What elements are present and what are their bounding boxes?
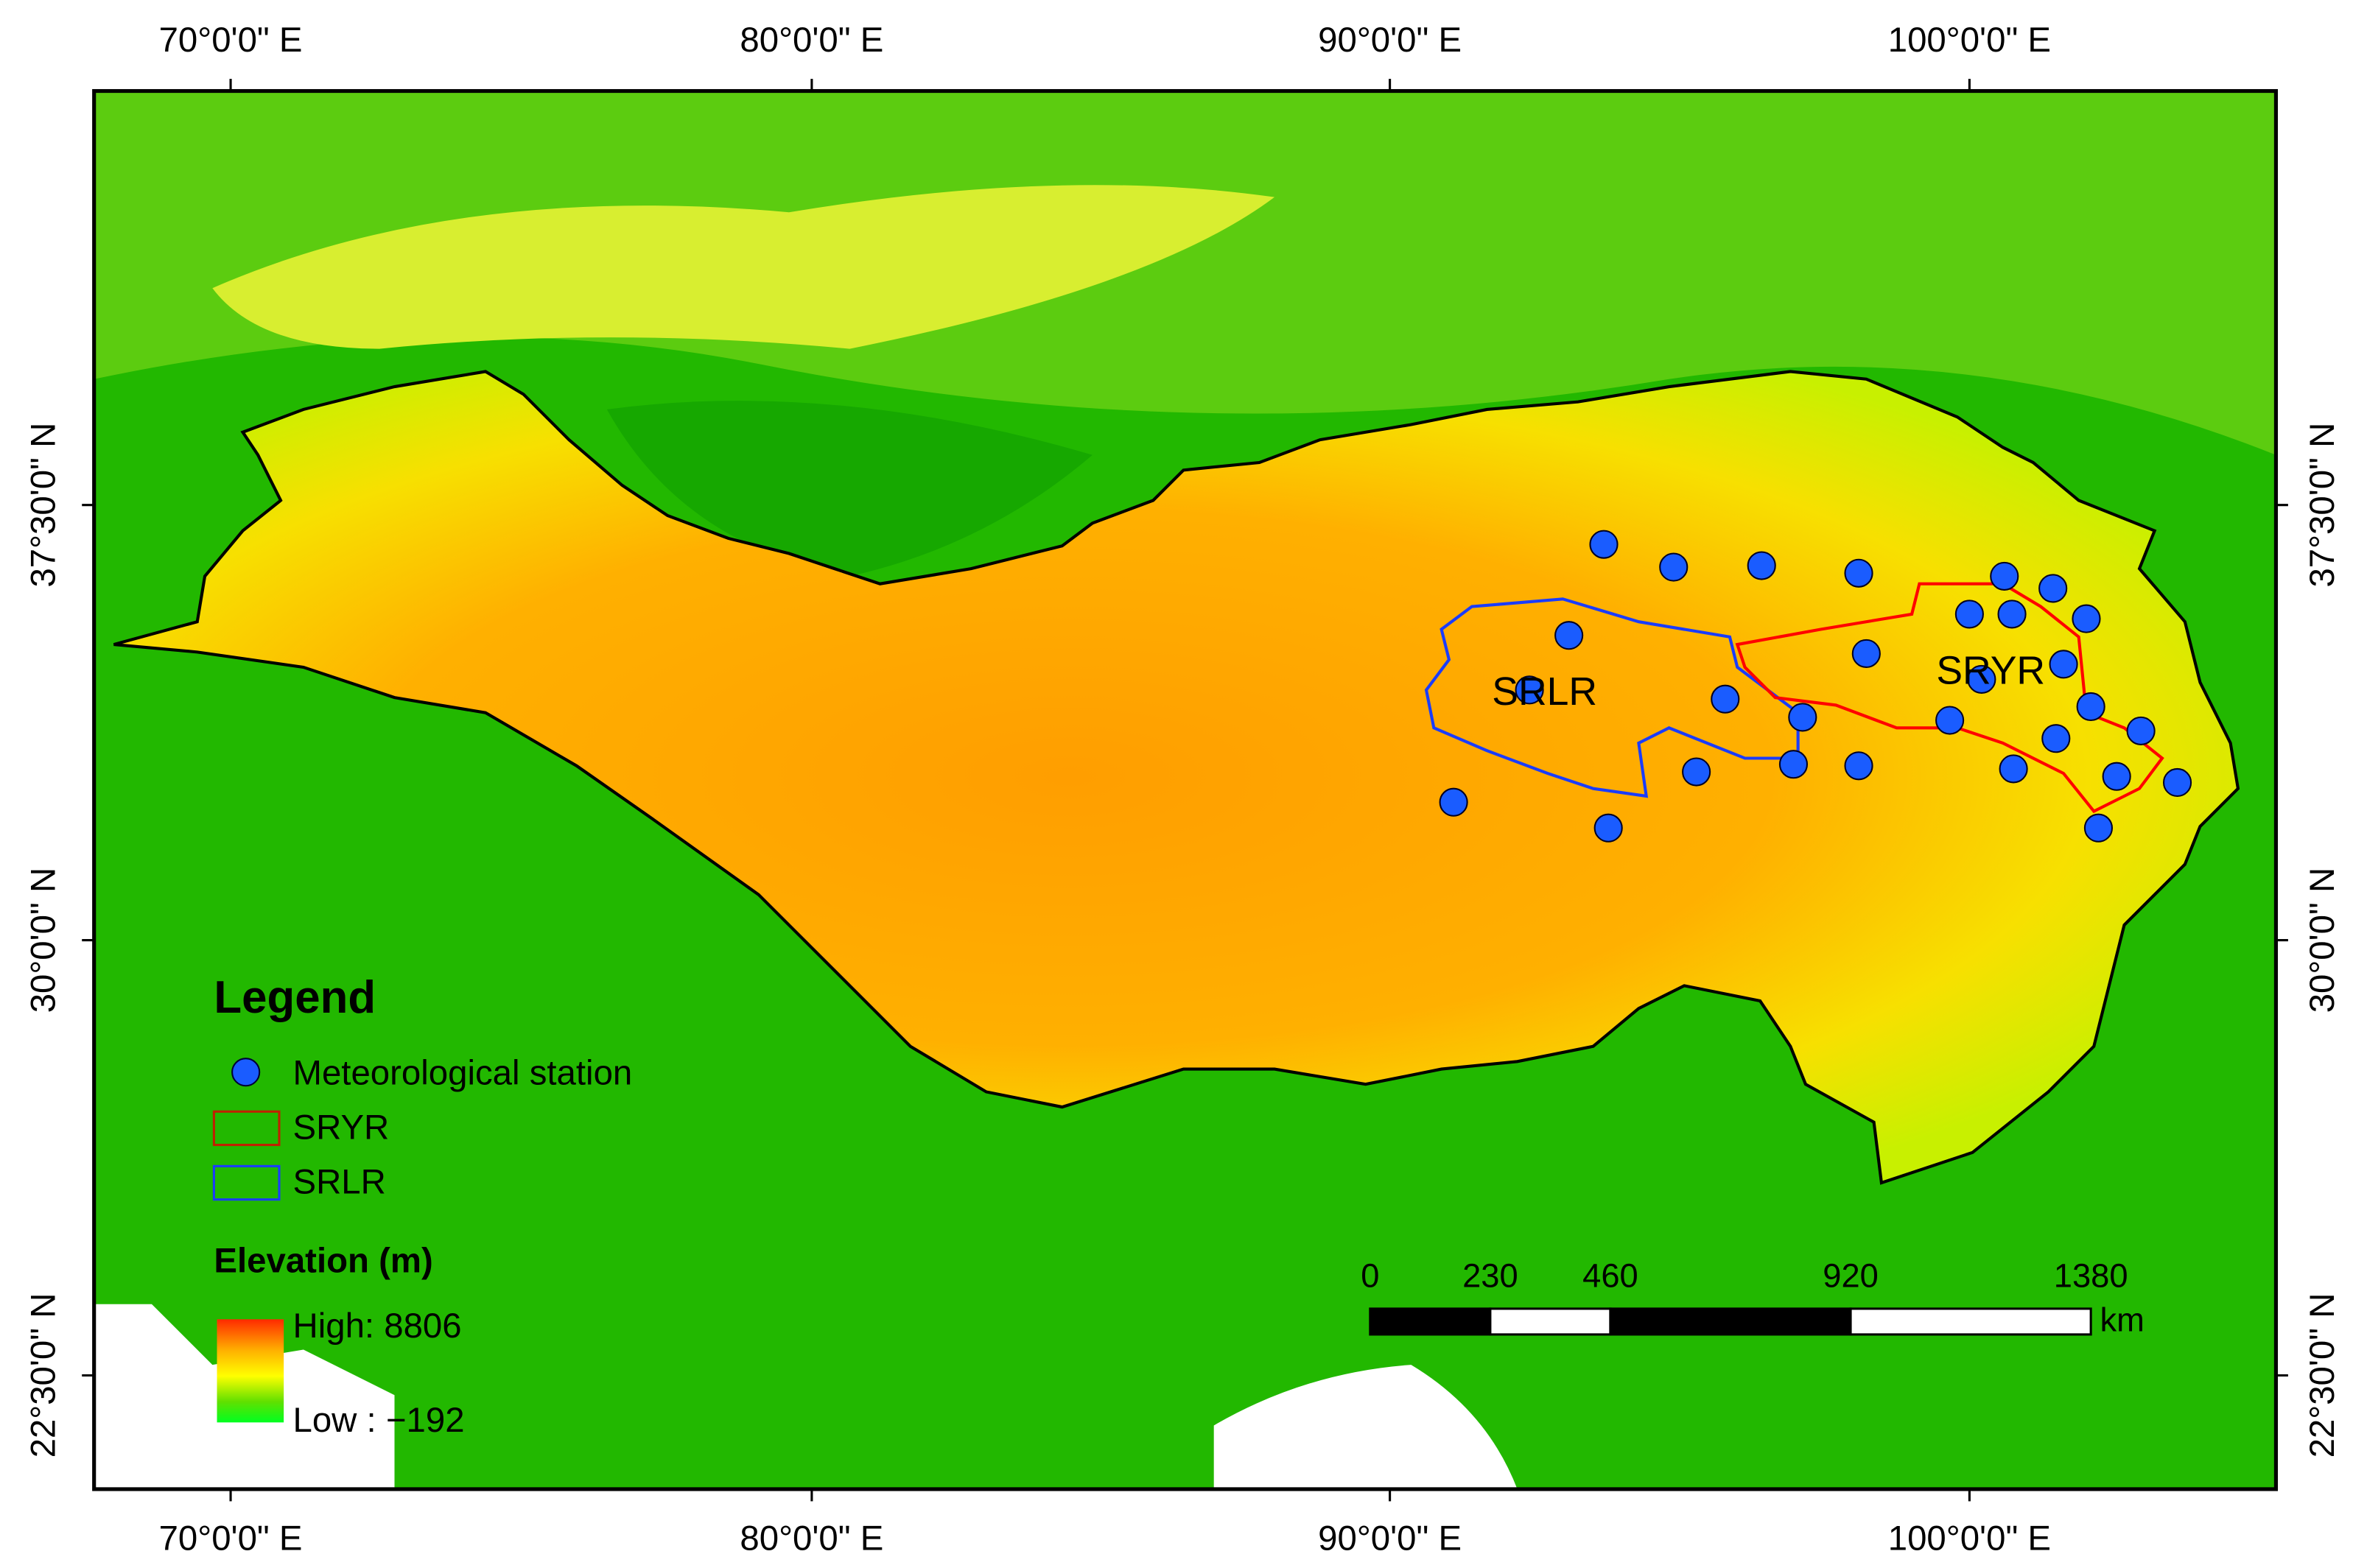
scale-segment xyxy=(1849,1307,2092,1336)
station xyxy=(2038,574,2068,603)
station xyxy=(1954,600,1984,629)
terrain xyxy=(94,91,2276,1489)
scale-unit: km xyxy=(2100,1301,2145,1338)
station xyxy=(2049,650,2078,679)
station xyxy=(1990,561,2019,591)
legend-item: SRLR xyxy=(293,1163,386,1202)
scale-label: 230 xyxy=(1462,1257,1518,1295)
station xyxy=(1788,703,1817,732)
scale-segment xyxy=(1609,1307,1852,1336)
elevation-ramp xyxy=(217,1319,284,1423)
station xyxy=(1844,751,1873,781)
region-label: SRYR xyxy=(1936,649,2045,692)
stations xyxy=(1439,530,2192,843)
lon-label: 100°0'0" E xyxy=(1888,21,2051,60)
scale-segment xyxy=(1489,1307,1612,1336)
legend-item: Meteorological station xyxy=(293,1053,633,1092)
station xyxy=(1778,750,1809,779)
legend-title: Legend xyxy=(214,972,376,1023)
lat-label: 22°30'0" N xyxy=(24,1293,63,1458)
station xyxy=(1659,552,1689,582)
lat-label: 37°30'0" N xyxy=(2303,423,2342,588)
legend-srlr-symbol xyxy=(212,1164,281,1201)
lat-label: 30°0'0" N xyxy=(2303,868,2342,1013)
station xyxy=(2076,692,2105,722)
station xyxy=(1711,684,1740,714)
scale-label: 920 xyxy=(1823,1257,1879,1295)
lon-label: 70°0'0" E xyxy=(159,21,303,60)
lat-label: 30°0'0" N xyxy=(24,868,63,1013)
station xyxy=(2041,724,2071,753)
tarim-basin xyxy=(606,401,1093,577)
lat-label: 22°30'0" N xyxy=(2303,1293,2342,1458)
legend-sryr-symbol xyxy=(212,1110,281,1147)
scale-segment xyxy=(1369,1307,1492,1336)
scale-bar: 0 230 460 920 1380 km xyxy=(1361,1257,2145,1339)
lat-label: 37°30'0" N xyxy=(24,423,63,588)
scale-label: 1380 xyxy=(2054,1257,2128,1295)
station xyxy=(2072,604,2101,633)
lon-label: 80°0'0" E xyxy=(740,1519,883,1558)
lon-label: 100°0'0" E xyxy=(1888,1519,2051,1558)
lon-label: 70°0'0" E xyxy=(159,1519,303,1558)
region-label: SRLR xyxy=(1492,670,1597,714)
station xyxy=(1967,664,1996,694)
tien-shan xyxy=(212,185,1275,349)
station xyxy=(2162,767,2192,798)
station xyxy=(1515,675,1544,705)
station xyxy=(2083,813,2114,843)
srlr-boundary xyxy=(1424,597,1800,798)
map-frame xyxy=(92,88,2278,1491)
scale-label: 460 xyxy=(1582,1257,1638,1295)
station xyxy=(1747,551,1776,580)
lon-label: 90°0'0" E xyxy=(1318,1519,1462,1558)
station xyxy=(1851,639,1881,668)
station xyxy=(1593,813,1623,843)
elevation-high: High: 8806 xyxy=(293,1307,462,1346)
station xyxy=(1997,600,2027,629)
legend-station-symbol xyxy=(231,1058,261,1087)
sea xyxy=(1213,1365,1518,1489)
station xyxy=(1682,757,1711,787)
station xyxy=(2126,716,2156,745)
station xyxy=(1589,530,1619,559)
plateau-boundary xyxy=(113,370,2240,1185)
elevation-low: Low : −192 xyxy=(293,1401,465,1440)
northern-basins xyxy=(94,91,2276,455)
station xyxy=(1935,706,1965,735)
station xyxy=(1844,558,1873,588)
sryr-boundary xyxy=(1735,582,2164,814)
station xyxy=(1999,754,2028,784)
scale-label: 0 xyxy=(1361,1257,1379,1295)
station xyxy=(2102,762,2131,791)
elevation-title: Elevation (m) xyxy=(214,1242,432,1281)
lon-label: 90°0'0" E xyxy=(1318,21,1462,60)
graticule: 70°0'0" E 70°0'0" E 80°0'0" E 80°0'0" E 90°0… xyxy=(24,21,2342,1558)
station xyxy=(1554,621,1584,650)
station xyxy=(1439,787,1468,817)
legend-item: SRYR xyxy=(293,1108,390,1147)
lon-label: 80°0'0" E xyxy=(740,21,883,60)
